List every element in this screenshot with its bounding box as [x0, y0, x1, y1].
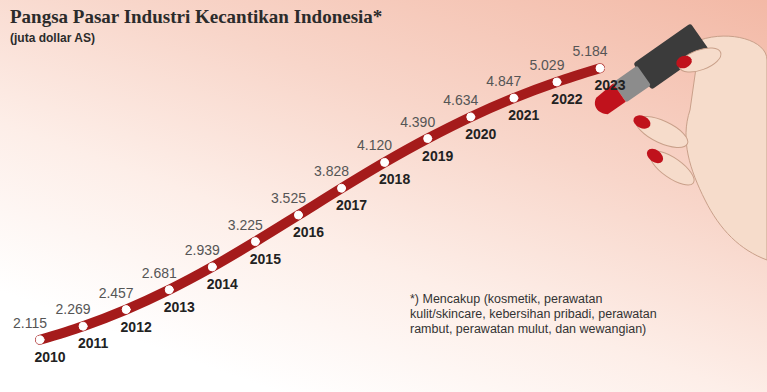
svg-text:2023: 2023 — [594, 77, 625, 93]
svg-text:4.390: 4.390 — [400, 114, 435, 130]
svg-text:2016: 2016 — [293, 224, 324, 240]
svg-text:2.939: 2.939 — [185, 242, 220, 258]
svg-text:2015: 2015 — [250, 251, 281, 267]
html-text:*) Mencakup (kosmetik, perawat: *) Mencakup (kosmetik, perawatan kulit/s… — [410, 292, 657, 336]
svg-text:2018: 2018 — [379, 171, 410, 187]
svg-text:4.847: 4.847 — [486, 73, 521, 89]
svg-text:2020: 2020 — [465, 126, 496, 142]
svg-text:2011: 2011 — [78, 335, 109, 351]
svg-text:3.525: 3.525 — [271, 190, 306, 206]
svg-text:2010: 2010 — [34, 349, 65, 365]
svg-text:2.115: 2.115 — [13, 315, 47, 331]
svg-text:5.184: 5.184 — [572, 43, 607, 59]
svg-text:2.269: 2.269 — [56, 301, 91, 317]
svg-text:2021: 2021 — [508, 107, 539, 123]
html-text:(juta dollar AS): (juta dollar AS) — [10, 31, 95, 45]
svg-text:2017: 2017 — [336, 197, 367, 213]
svg-text:4.634: 4.634 — [443, 92, 478, 108]
svg-text:2014: 2014 — [207, 276, 238, 292]
svg-text:2.457: 2.457 — [99, 285, 134, 301]
svg-text:3.828: 3.828 — [314, 163, 349, 179]
svg-text:2012: 2012 — [121, 319, 152, 335]
svg-text:4.120: 4.120 — [357, 137, 392, 153]
svg-text:2019: 2019 — [422, 148, 453, 164]
html-text:Pangsa Pasar Industri Kecantik: Pangsa Pasar Industri Kecantikan Indones… — [10, 6, 383, 27]
svg-text:3.225: 3.225 — [228, 217, 263, 233]
svg-text:2.681: 2.681 — [142, 265, 177, 281]
svg-text:5.029: 5.029 — [529, 57, 564, 73]
svg-text:2013: 2013 — [164, 299, 195, 315]
svg-text:2022: 2022 — [551, 91, 582, 107]
